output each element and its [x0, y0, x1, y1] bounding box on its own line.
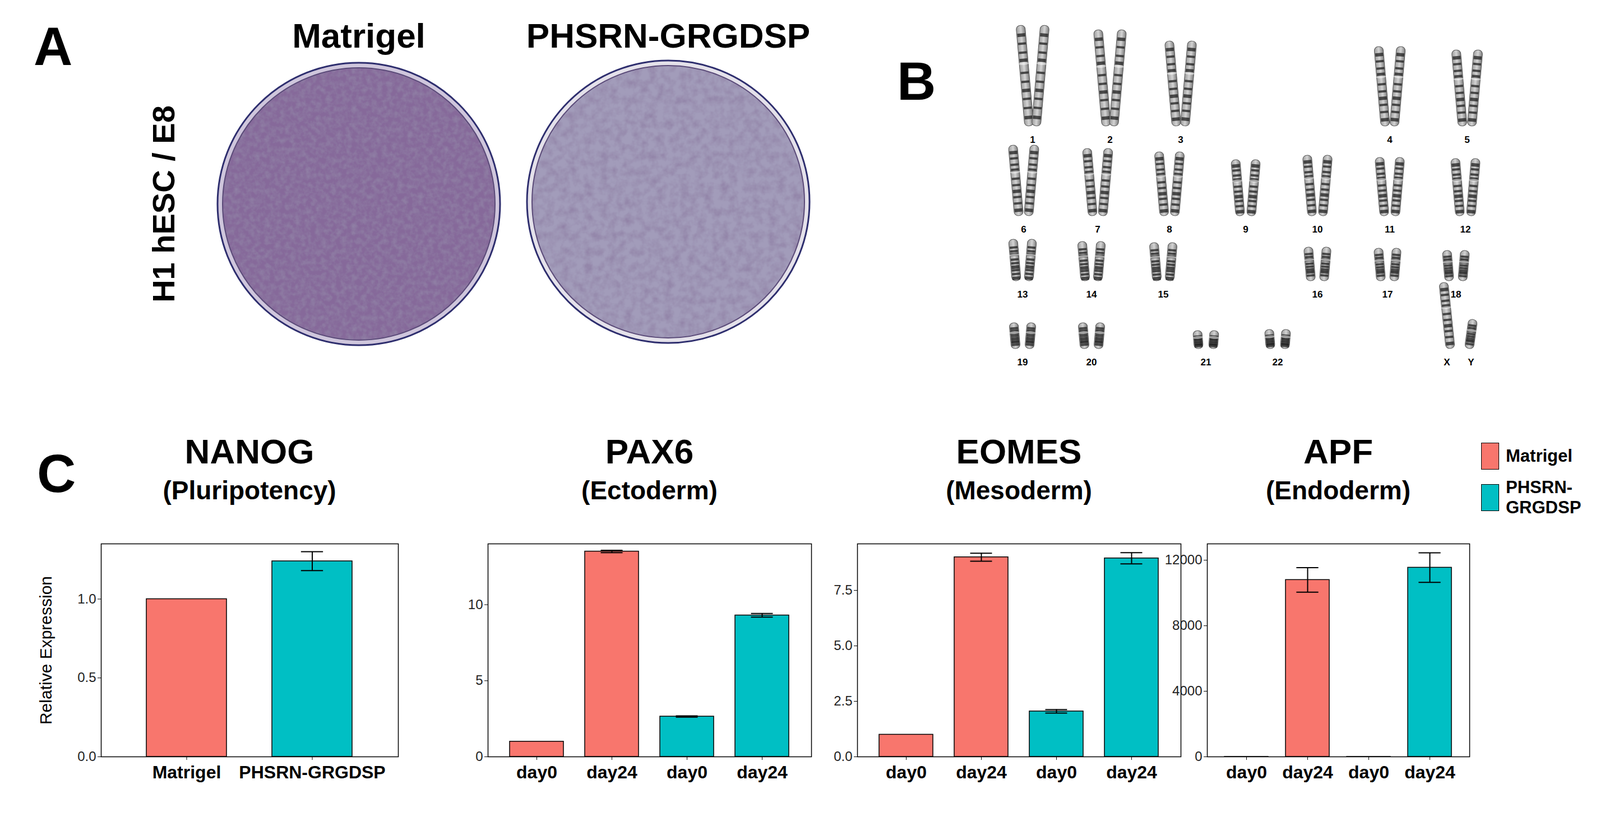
svg-text:9: 9	[1242, 224, 1248, 235]
svg-text:2: 2	[1107, 134, 1113, 146]
svg-text:5.0: 5.0	[833, 637, 853, 654]
svg-text:day24: day24	[955, 762, 1007, 783]
svg-text:20: 20	[1086, 357, 1098, 368]
svg-text:19: 19	[1017, 357, 1029, 368]
html-text:EOMES: EOMES	[956, 432, 1082, 471]
html-text:B: B	[896, 51, 936, 112]
svg-text:Matrigel: Matrigel	[152, 762, 222, 783]
html-text:A: A	[33, 16, 73, 77]
html-text:(Pluripotency): (Pluripotency)	[162, 475, 337, 506]
svg-text:12: 12	[1460, 224, 1472, 235]
svg-text:17: 17	[1382, 289, 1394, 300]
svg-text:21: 21	[1200, 357, 1212, 368]
svg-text:10: 10	[468, 597, 484, 613]
svg-text:day24: day24	[1106, 762, 1158, 783]
svg-text:day0: day0	[1348, 762, 1390, 783]
html-text:(Mesoderm): (Mesoderm)	[945, 475, 1093, 506]
svg-text:4: 4	[1386, 134, 1393, 146]
html-text:PHSRN-GRGDSP: PHSRN-GRGDSP	[1505, 477, 1582, 518]
svg-text:11: 11	[1384, 224, 1395, 235]
svg-text:day0: day0	[1226, 762, 1267, 783]
svg-text:13: 13	[1017, 289, 1029, 300]
svg-text:10: 10	[1312, 224, 1324, 235]
html-text:Matrigel: Matrigel	[292, 16, 426, 55]
svg-text:18: 18	[1450, 289, 1462, 300]
svg-text:0.0: 0.0	[77, 748, 96, 765]
svg-text:7: 7	[1094, 224, 1100, 235]
html-text:(Endoderm): (Endoderm)	[1265, 475, 1411, 506]
svg-text:day24: day24	[586, 762, 638, 783]
svg-text:X: X	[1443, 357, 1451, 368]
svg-text:2.5: 2.5	[833, 693, 853, 709]
svg-text:1.0: 1.0	[77, 591, 96, 607]
svg-text:16: 16	[1312, 289, 1324, 300]
svg-text:day24: day24	[1282, 762, 1334, 783]
svg-text:4000: 4000	[1172, 683, 1202, 699]
svg-text:7.5: 7.5	[833, 582, 853, 598]
svg-text:12000: 12000	[1164, 552, 1203, 568]
svg-text:8: 8	[1166, 224, 1172, 235]
svg-text:0.5: 0.5	[77, 669, 96, 686]
svg-text:PHSRN-GRGDSP: PHSRN-GRGDSP	[238, 762, 386, 783]
svg-text:day0: day0	[885, 762, 927, 783]
html-text:C: C	[37, 443, 76, 504]
svg-text:day0: day0	[516, 762, 558, 783]
svg-text:0: 0	[1194, 748, 1202, 765]
svg-text:5: 5	[475, 672, 483, 688]
svg-text:15: 15	[1158, 289, 1169, 300]
svg-text:6: 6	[1020, 224, 1026, 235]
svg-text:0.0: 0.0	[833, 748, 853, 765]
html-text:H1 hESC / E8: H1 hESC / E8	[145, 105, 181, 303]
html-text:PAX6: PAX6	[605, 432, 694, 471]
svg-text:8000: 8000	[1172, 617, 1202, 633]
html-text:APF: APF	[1303, 432, 1373, 471]
svg-text:day0: day0	[666, 762, 708, 783]
svg-text:22: 22	[1272, 357, 1284, 368]
svg-text:1: 1	[1029, 134, 1035, 146]
svg-text:Y: Y	[1467, 357, 1475, 368]
svg-text:3: 3	[1177, 134, 1183, 146]
svg-text:day24: day24	[736, 762, 788, 783]
svg-text:5: 5	[1464, 134, 1470, 146]
html-text:Matrigel: Matrigel	[1505, 446, 1573, 466]
svg-text:Relative Expression: Relative Expression	[36, 576, 55, 725]
svg-text:day0: day0	[1036, 762, 1077, 783]
html-text:(Ectoderm): (Ectoderm)	[581, 475, 718, 506]
svg-text:14: 14	[1086, 289, 1098, 300]
svg-text:0: 0	[475, 748, 483, 765]
html-text:PHSRN-GRGDSP: PHSRN-GRGDSP	[526, 16, 811, 55]
html-text:NANOG: NANOG	[184, 432, 315, 471]
svg-text:day24: day24	[1404, 762, 1456, 783]
